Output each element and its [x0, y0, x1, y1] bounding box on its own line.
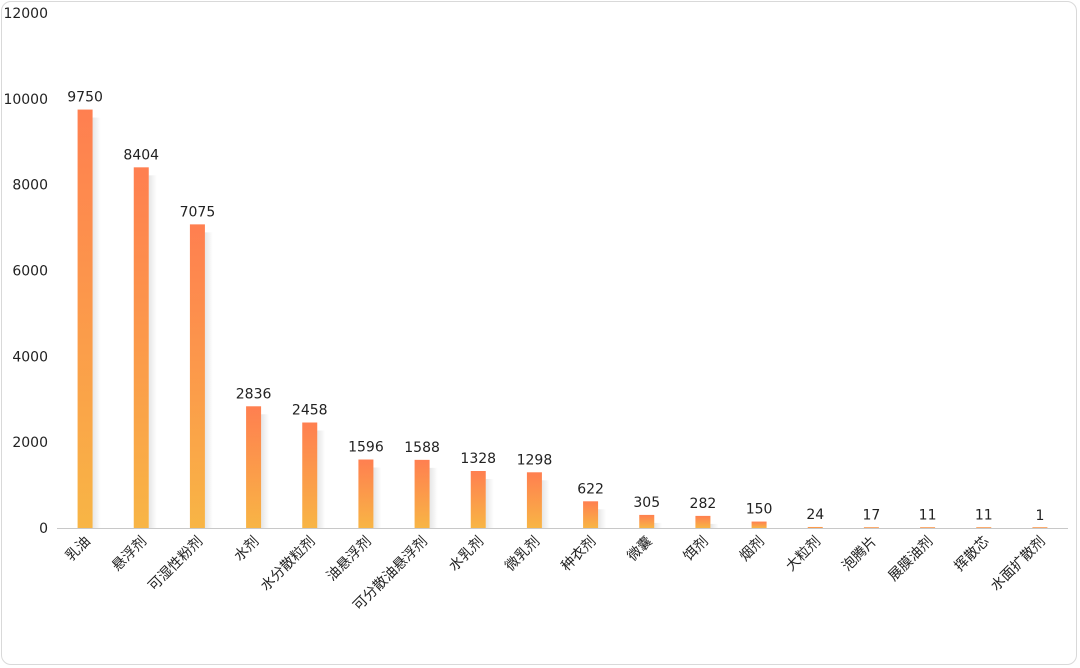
bar-shadow	[373, 467, 382, 528]
y-tick-label: 0	[39, 521, 48, 537]
x-tick-label: 悬浮剂	[109, 534, 150, 575]
bar-shadow	[261, 414, 270, 528]
data-label: 1596	[348, 440, 384, 456]
data-label: 17	[863, 507, 881, 523]
bar	[976, 527, 992, 528]
data-label: 2836	[236, 386, 272, 402]
bar	[807, 526, 823, 528]
x-tick-label: 水乳剂	[446, 534, 487, 575]
x-axis: 乳油 悬浮剂可湿性粉剂 水剂水分散粒剂 油悬浮剂可分散油悬浮剂 水乳剂 微乳剂 种衣剂 微囊饵…	[57, 528, 1068, 614]
x-tick-label: 可湿性粉剂	[145, 534, 206, 595]
data-label: 282	[690, 496, 717, 512]
bar	[470, 471, 486, 528]
x-tick-label: 油悬浮剂	[324, 534, 375, 585]
data-label: 24	[806, 507, 824, 523]
data-label: 622	[577, 481, 604, 497]
bar	[695, 515, 711, 528]
y-axis: 0 2000 4000 6000 8000 10000 12000	[3, 6, 48, 537]
data-label: 2458	[292, 403, 328, 419]
bar	[920, 527, 936, 528]
x-tick-label: 水面扩散剂	[988, 534, 1049, 595]
x-tick-label: 泡腾片	[839, 533, 881, 575]
bars: 9750 8404 7075 2836 2458 1596 1588 1328 1298 622 3…	[67, 90, 1048, 529]
bar-shadow	[654, 522, 663, 528]
bar	[246, 406, 262, 528]
data-label: 7075	[180, 204, 216, 220]
bar	[302, 422, 318, 528]
bar	[189, 224, 205, 529]
bar-shadow	[204, 232, 213, 529]
data-label: 150	[746, 502, 773, 518]
x-tick-label: 水剂	[231, 534, 262, 565]
bar	[583, 501, 599, 528]
bar-shadow	[485, 479, 494, 528]
y-tick-label: 6000	[12, 264, 48, 280]
bar-shadow	[317, 430, 326, 528]
bar	[133, 167, 149, 528]
bar-shadow	[710, 523, 719, 528]
x-tick-label: 乳油	[63, 534, 94, 565]
bar	[639, 514, 655, 528]
y-tick-label: 4000	[12, 349, 48, 365]
x-tick-label: 烟剂	[737, 534, 768, 565]
x-tick-label: 大粒剂	[783, 534, 824, 575]
data-label: 9750	[67, 90, 103, 106]
y-tick-label: 12000	[3, 6, 48, 22]
data-label: 1588	[404, 440, 440, 456]
bar	[751, 521, 767, 528]
x-tick-label: 展膜油剂	[886, 534, 937, 585]
x-tick-label: 微乳剂	[502, 534, 543, 575]
data-label: 305	[633, 495, 660, 511]
data-label: 1298	[517, 452, 553, 468]
bar	[358, 459, 374, 528]
data-label: 1	[1035, 508, 1044, 524]
bar	[414, 459, 430, 528]
x-tick-label: 微囊	[624, 533, 656, 565]
y-tick-label: 8000	[12, 178, 48, 194]
y-tick-label: 10000	[3, 92, 48, 108]
bar-shadow	[92, 117, 101, 528]
bar-shadow	[148, 175, 157, 528]
bar-shadow	[429, 467, 438, 528]
data-label: 8404	[123, 147, 159, 163]
data-label: 11	[919, 508, 937, 524]
data-label: 1328	[460, 451, 496, 467]
x-tick-label: 水分散粒剂	[258, 534, 319, 595]
data-label: 11	[975, 508, 993, 524]
x-tick-label: 饵剂	[681, 534, 712, 565]
x-tick-label: 挥散芯	[952, 534, 993, 575]
bar	[77, 109, 93, 528]
bar	[526, 472, 542, 528]
bar-shadow	[598, 509, 607, 528]
bar	[863, 527, 879, 528]
bar	[1032, 527, 1048, 528]
bar-shadow	[541, 480, 550, 528]
x-tick-label: 种衣剂	[558, 534, 599, 575]
y-tick-label: 2000	[12, 435, 48, 451]
